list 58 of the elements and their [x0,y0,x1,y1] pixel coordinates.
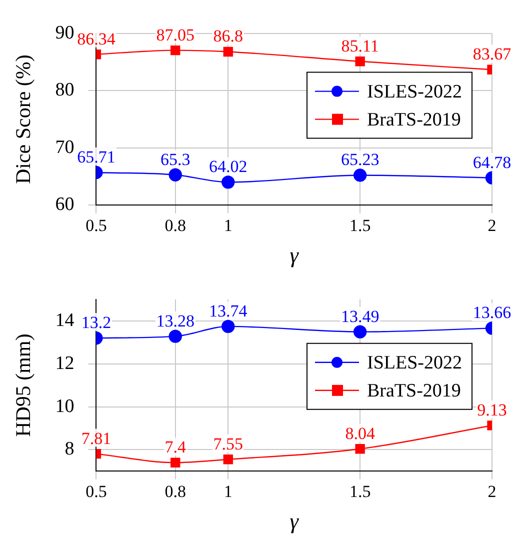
point [353,325,367,338]
x-tick-label: 1 [224,216,232,235]
data-label: 65.23 [340,150,380,170]
legend-label: ISLES-2022 [367,81,462,102]
x-tick-label: 0.5 [86,216,107,235]
x-axis-title: γ [290,242,300,268]
y-tick-label: 12 [55,352,74,374]
point [222,320,235,334]
data-label: 13.28 [156,311,194,330]
point [168,168,182,182]
point [222,176,235,189]
legend-label: BraTS-2019 [367,109,461,130]
legend-label: ISLES-2022 [367,352,462,374]
x-tick-label: 2 [488,482,496,501]
x-tick-label: 1.5 [349,216,371,235]
point [223,454,233,464]
point [170,45,180,56]
data-label: 7.55 [213,434,244,454]
y-axis-title: HD95 (mm) [11,334,36,437]
point [223,46,233,57]
point [355,444,365,454]
data-label: 86.8 [213,26,244,46]
x-tick-label: 0.8 [164,216,186,235]
x-tick-label: 2 [488,216,496,235]
y-tick-label: 14 [55,310,75,331]
data-label: 7.81 [81,428,112,448]
y-tick-label: 80 [55,80,74,101]
y-tick-label: 70 [55,136,74,158]
data-label: 13.74 [209,301,248,320]
data-label: 83.67 [472,44,512,64]
legend-label: BraTS-2019 [367,380,461,402]
data-label: 65.71 [77,147,116,166]
x-tick-label: 1 [224,482,232,501]
point [353,168,367,182]
data-label: 87.05 [156,25,194,44]
y-tick-label: 10 [55,396,74,417]
data-label: 13.2 [81,313,112,332]
point [355,56,365,66]
data-label: 9.13 [477,400,507,420]
y-tick-label: 60 [55,194,74,216]
x-axis-title: γ [290,508,300,534]
x-tick-label: 1.5 [349,482,371,501]
x-tick-label: 0.5 [86,482,107,501]
data-label: 86.34 [77,29,116,48]
data-label: 65.3 [160,150,190,169]
point [170,458,180,468]
y-tick-label: 8 [64,438,74,460]
data-label: 8.04 [345,424,376,443]
data-label: 7.4 [164,438,186,457]
x-tick-label: 0.8 [164,482,186,501]
y-tick-label: 90 [55,22,74,44]
data-label: 85.11 [341,36,379,56]
point [168,330,182,343]
data-label: 64.02 [209,157,248,176]
data-label: 13.49 [340,306,380,326]
data-label: 64.78 [472,152,512,172]
y-axis-title: Dice Score (%) [11,54,36,184]
data-label: 13.66 [472,303,512,322]
